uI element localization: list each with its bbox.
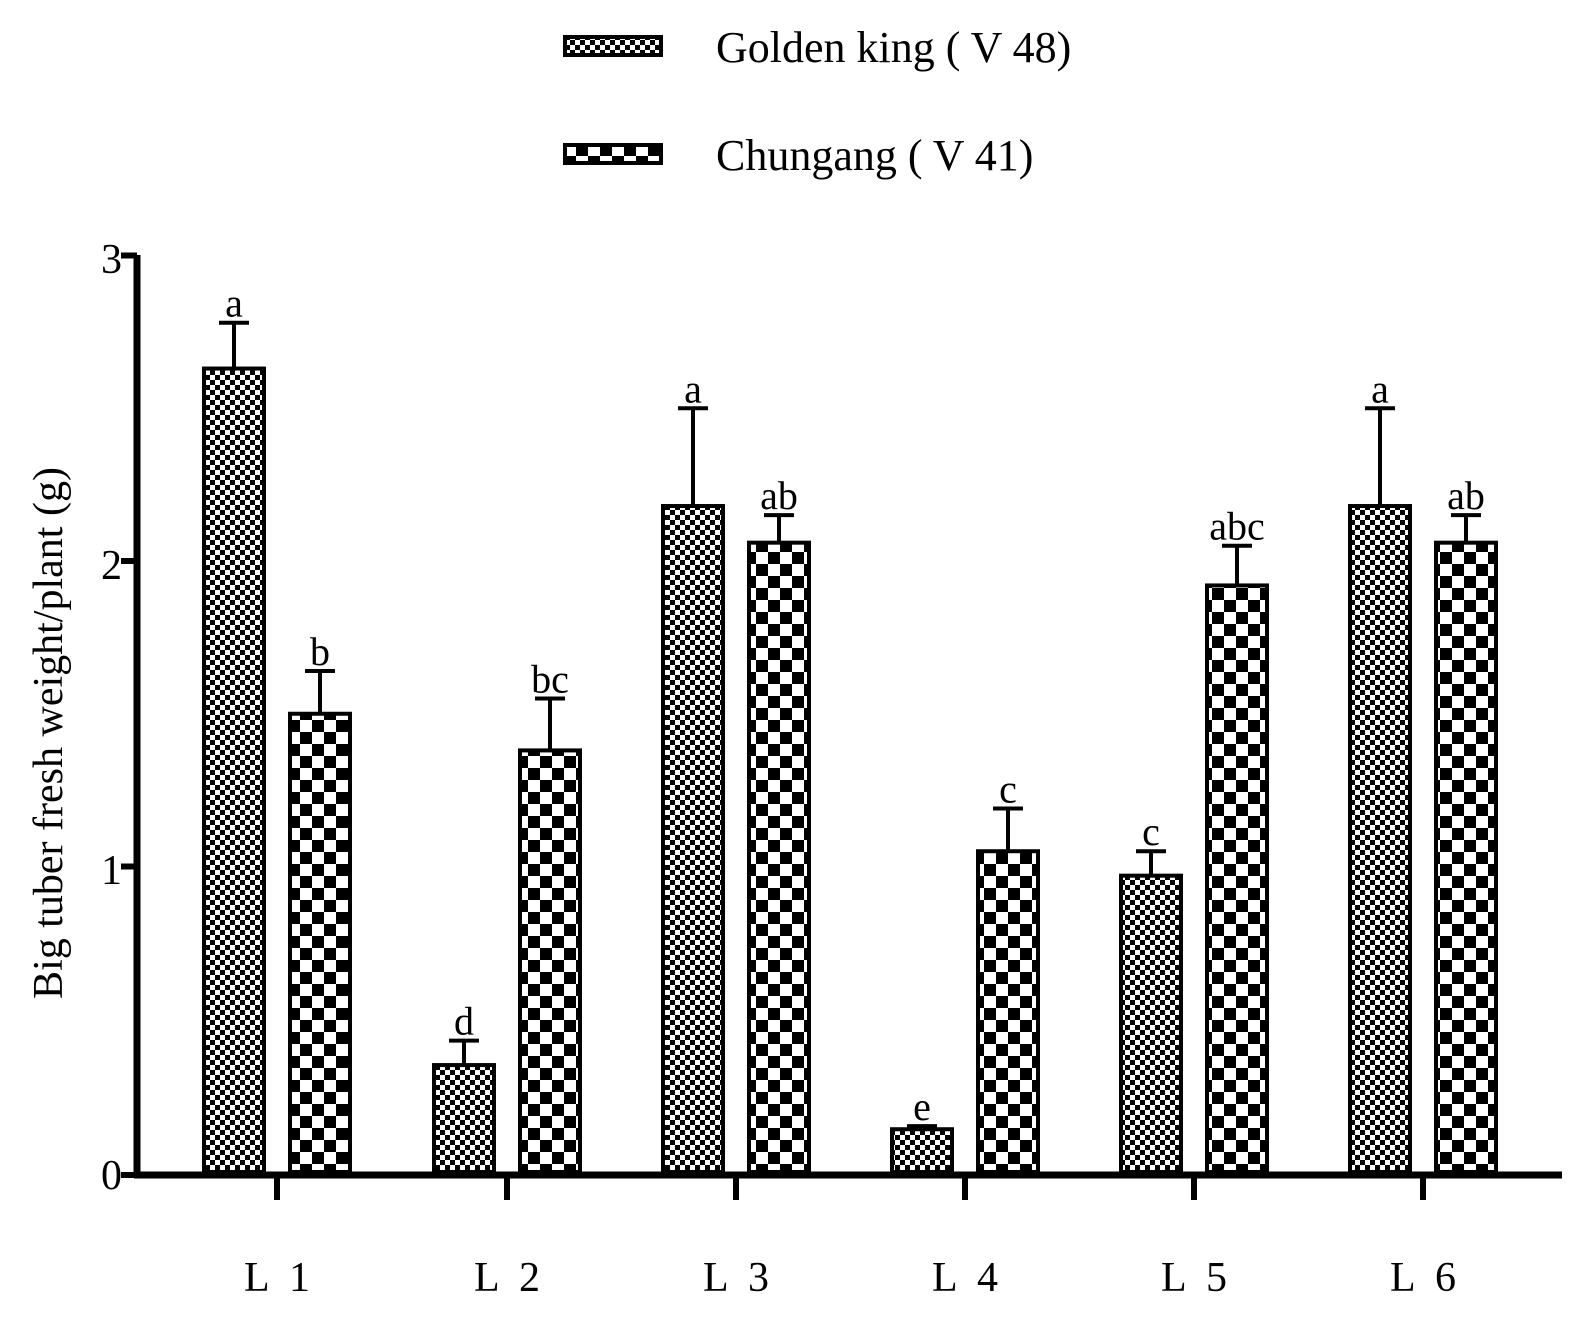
letter-chungang-l1: b (310, 629, 330, 674)
axes (121, 252, 1562, 1200)
bar-chungang-l1 (288, 711, 352, 1174)
bar-group-chungang-l6: ab (1434, 473, 1498, 1174)
legend-item-chungang: Chungang ( V 41) (563, 131, 1033, 180)
legend-label-golden-king: Golden king ( V 48) (716, 23, 1071, 72)
letter-golden-king-l6: a (1371, 366, 1389, 411)
x-tick-label-l2: L 2 (474, 1255, 540, 1301)
bar-group-golden-king-l2: d (432, 999, 496, 1174)
bar-group-chungang-l3: ab (747, 473, 811, 1174)
bar-chungang-l3 (747, 540, 811, 1174)
y-axis-label: Big tuber fresh weight/plant (g) (26, 467, 72, 999)
legend-swatch-chungang (563, 143, 663, 165)
bar-group-chungang-l2: bc (518, 656, 582, 1174)
x-tick-label-l1: L 1 (244, 1255, 310, 1301)
letter-golden-king-l3: a (684, 366, 702, 411)
y-tick-label-0: 0 (101, 1153, 122, 1199)
letter-golden-king-l1: a (225, 281, 243, 326)
y-ticks (121, 252, 137, 1178)
x-tick-label-l4: L 4 (932, 1255, 998, 1301)
letter-chungang-l5: abc (1209, 504, 1265, 549)
bar-chungang-l2 (518, 748, 582, 1174)
bar-chungang-l6 (1434, 540, 1498, 1174)
legend-label-chungang: Chungang ( V 41) (716, 131, 1033, 180)
legend-swatch-golden-king (563, 35, 663, 57)
y-tick-label-1: 1 (101, 848, 122, 894)
legend: Golden king ( V 48) Chungang ( V 41) (563, 23, 1071, 180)
x-tick-labels: L 1 L 2 L 3 L 4 L 5 L 6 (244, 1255, 1456, 1301)
bar-golden-king-l3 (661, 504, 725, 1174)
bar-group-chungang-l4: c (976, 766, 1040, 1174)
y-tick-label-3: 3 (101, 237, 122, 283)
bar-group-golden-king-l3: a (661, 366, 725, 1174)
bar-group-chungang-l1: b (288, 629, 352, 1174)
x-tick-label-l3: L 3 (703, 1255, 769, 1301)
letter-golden-king-l2: d (454, 999, 474, 1044)
bar-golden-king-l4 (890, 1127, 954, 1174)
x-ticks (274, 1175, 1426, 1200)
bar-golden-king-l5 (1119, 873, 1183, 1174)
legend-item-golden-king: Golden king ( V 48) (563, 23, 1071, 72)
letter-chungang-l3: ab (760, 473, 798, 518)
letter-golden-king-l4: e (913, 1084, 931, 1129)
bar-chungang-l4 (976, 849, 1040, 1174)
bar-group-golden-king-l6: a (1348, 366, 1412, 1174)
x-tick-label-l6: L 6 (1390, 1255, 1456, 1301)
letter-golden-king-l5: c (1142, 809, 1160, 854)
bar-group-chungang-l5: abc (1205, 504, 1269, 1174)
y-tick-labels: 0 1 2 3 (101, 237, 122, 1199)
y-tick-label-2: 2 (101, 543, 122, 589)
bar-golden-king-l6 (1348, 504, 1412, 1174)
letter-chungang-l2: bc (531, 656, 569, 701)
bar-golden-king-l2 (432, 1063, 496, 1174)
bar-chungang-l5 (1205, 583, 1269, 1174)
x-tick-label-l5: L 5 (1161, 1255, 1227, 1301)
letter-chungang-l6: ab (1447, 473, 1485, 518)
bar-group-golden-king-l4: e (890, 1084, 954, 1174)
bar-group-golden-king-l5: c (1119, 809, 1183, 1174)
bar-group-golden-king-l1: a (202, 281, 266, 1175)
bar-golden-king-l1 (202, 366, 266, 1175)
letter-chungang-l4: c (999, 766, 1017, 811)
